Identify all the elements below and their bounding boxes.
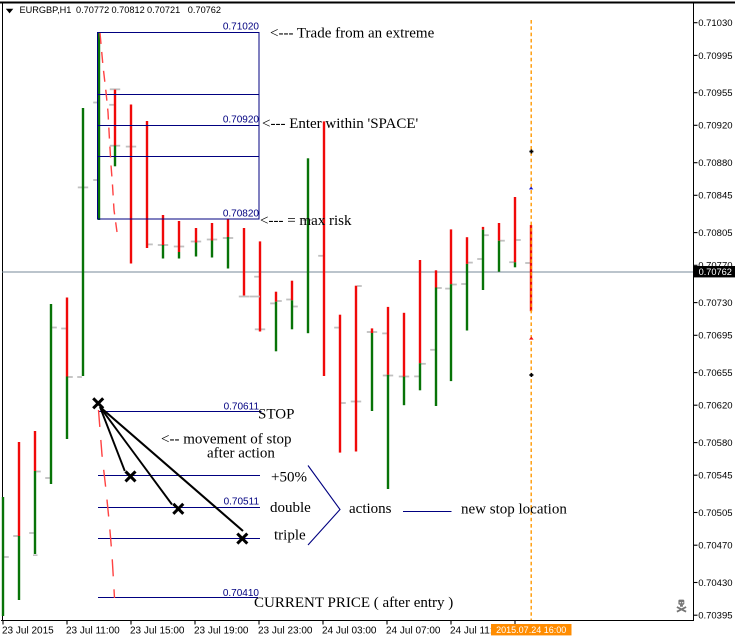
svg-text:23 Jul 2015: 23 Jul 2015 [2,626,54,637]
svg-text:23 Jul 23:00: 23 Jul 23:00 [258,626,313,637]
svg-text:0.70820: 0.70820 [223,209,260,220]
svg-text:<--- Enter within 'SPACE': <--- Enter within 'SPACE' [262,116,419,132]
svg-text:0.70920: 0.70920 [698,121,732,132]
svg-text:24 Jul 07:00: 24 Jul 07:00 [386,626,441,637]
svg-text:CURRENT PRICE ( after entry ): CURRENT PRICE ( after entry ) [254,595,453,611]
svg-text:0.70620: 0.70620 [698,401,732,412]
svg-text:0.70470: 0.70470 [698,541,732,552]
svg-text:2015.07.24 16:00: 2015.07.24 16:00 [496,625,566,635]
svg-text:triple: triple [274,528,306,544]
svg-text:0.70545: 0.70545 [698,471,732,482]
svg-text:0.70611: 0.70611 [224,402,260,413]
svg-text:0.70511: 0.70511 [224,497,260,508]
svg-text:<-- movement of stop: <-- movement of stop [161,432,292,448]
svg-text:0.70721: 0.70721 [147,5,180,15]
svg-text:0.70762: 0.70762 [188,5,221,15]
svg-text:24 Jul 11:00: 24 Jul 11:00 [450,626,504,637]
svg-text:0.70580: 0.70580 [698,438,732,449]
svg-text:EURGBP,H1: EURGBP,H1 [20,5,72,15]
svg-text:STOP: STOP [258,407,294,423]
svg-text:0.70395: 0.70395 [698,611,732,622]
svg-text:0.70762: 0.70762 [699,267,732,277]
svg-text:0.70655: 0.70655 [698,368,732,379]
svg-text:23 Jul 19:00: 23 Jul 19:00 [194,626,249,637]
svg-text:0.70812: 0.70812 [112,5,145,15]
svg-text:0.70995: 0.70995 [698,51,732,62]
svg-text:0.70772: 0.70772 [76,5,109,15]
svg-text:23 Jul 11:00: 23 Jul 11:00 [66,626,120,637]
svg-text:0.70955: 0.70955 [698,88,732,99]
svg-text:+50%: +50% [271,470,307,486]
svg-text:0.70430: 0.70430 [698,578,732,589]
svg-text:0.71030: 0.71030 [698,18,732,29]
svg-text:23 Jul 15:00: 23 Jul 15:00 [130,626,185,637]
svg-text:actions: actions [349,501,392,517]
svg-text:<--- Trade from an extreme: <--- Trade from an extreme [270,26,435,42]
svg-text:<--- = max risk: <--- = max risk [260,213,352,229]
svg-text:0.70695: 0.70695 [698,331,732,342]
svg-text:0.70920: 0.70920 [223,115,260,126]
svg-text:0.70880: 0.70880 [698,158,732,169]
svg-text:0.70730: 0.70730 [698,298,732,309]
svg-text:24 Jul 03:00: 24 Jul 03:00 [322,626,377,637]
svg-text:0.70805: 0.70805 [698,228,732,239]
svg-text:0.70410: 0.70410 [223,588,260,599]
svg-text:0.70505: 0.70505 [698,508,732,519]
svg-text:0.71020: 0.71020 [223,22,260,33]
svg-text:new stop location: new stop location [461,501,567,517]
svg-text:double: double [270,500,311,516]
svg-text:after action: after action [207,446,275,462]
svg-text:0.70845: 0.70845 [698,191,732,202]
